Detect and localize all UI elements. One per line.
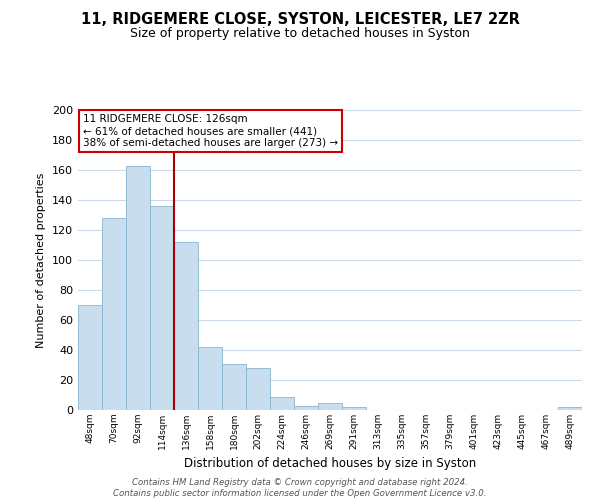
Bar — [222, 364, 246, 410]
Text: Size of property relative to detached houses in Syston: Size of property relative to detached ho… — [130, 28, 470, 40]
Bar — [78, 305, 102, 410]
Bar — [174, 242, 198, 410]
Text: Contains HM Land Registry data © Crown copyright and database right 2024.
Contai: Contains HM Land Registry data © Crown c… — [113, 478, 487, 498]
Y-axis label: Number of detached properties: Number of detached properties — [37, 172, 46, 348]
Bar — [558, 407, 582, 410]
Bar — [150, 206, 174, 410]
X-axis label: Distribution of detached houses by size in Syston: Distribution of detached houses by size … — [184, 458, 476, 470]
Bar — [126, 166, 150, 410]
Text: 11, RIDGEMERE CLOSE, SYSTON, LEICESTER, LE7 2ZR: 11, RIDGEMERE CLOSE, SYSTON, LEICESTER, … — [80, 12, 520, 28]
Bar — [102, 218, 126, 410]
Text: 11 RIDGEMERE CLOSE: 126sqm
← 61% of detached houses are smaller (441)
38% of sem: 11 RIDGEMERE CLOSE: 126sqm ← 61% of deta… — [83, 114, 338, 148]
Bar — [270, 396, 294, 410]
Bar — [294, 406, 318, 410]
Bar — [318, 402, 342, 410]
Bar — [246, 368, 270, 410]
Bar — [342, 407, 366, 410]
Bar — [198, 347, 222, 410]
